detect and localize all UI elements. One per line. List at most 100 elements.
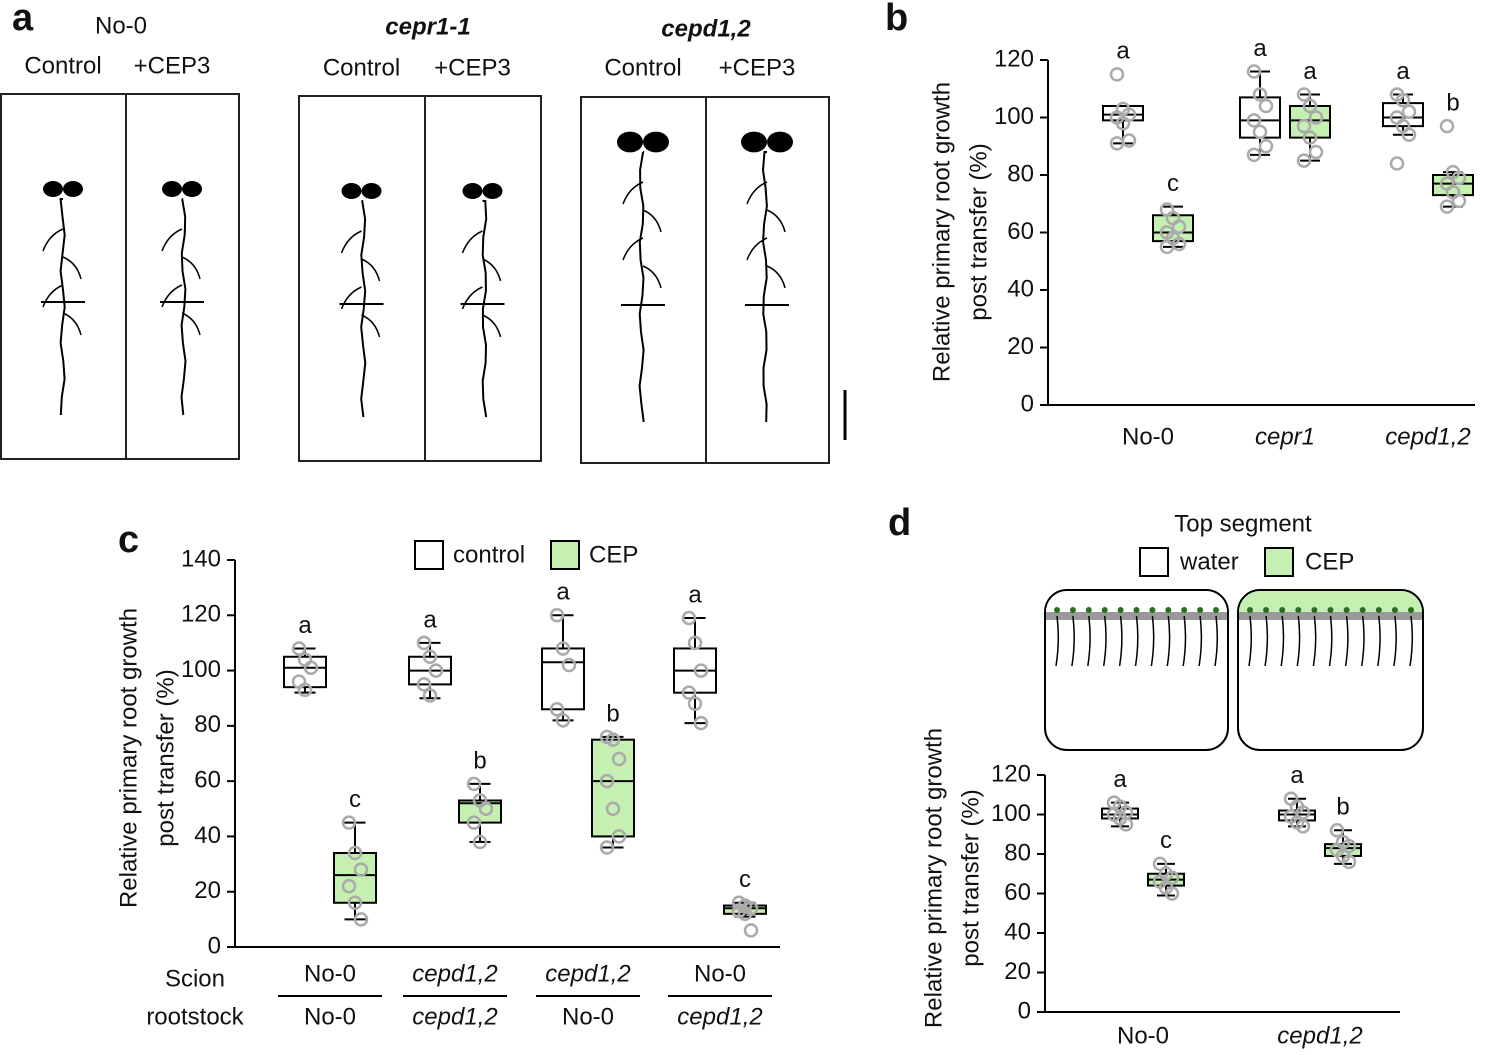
top-medium	[1239, 591, 1422, 612]
y-tick-label: 60	[194, 766, 221, 793]
y-tick-label: 20	[194, 877, 221, 904]
lateral-root	[746, 237, 768, 261]
lateral-root	[42, 228, 64, 252]
seedling-root	[1393, 615, 1397, 667]
lateral-root	[161, 284, 183, 308]
seedling-root	[1296, 615, 1301, 667]
lateral-root	[340, 286, 362, 310]
data-point	[466, 815, 482, 830]
category-label: No-0	[694, 960, 746, 987]
root	[638, 151, 645, 423]
plate	[1237, 589, 1424, 751]
legend-label: CEP	[589, 541, 638, 568]
seedling	[1054, 607, 1060, 613]
significance-letter: a	[1396, 58, 1410, 85]
y-tick-label: 120	[991, 760, 1031, 787]
data-point	[1329, 823, 1345, 838]
seedling-root	[1150, 615, 1155, 667]
seedling	[1133, 607, 1140, 613]
y-tick-label: 60	[1007, 218, 1034, 245]
lateral-root	[622, 181, 644, 205]
data-point	[422, 649, 438, 664]
seedling	[1295, 607, 1302, 613]
data-point	[1118, 817, 1134, 832]
leaf	[162, 181, 182, 197]
data-point	[549, 608, 565, 623]
leaf	[43, 181, 63, 197]
data-point	[1296, 153, 1312, 168]
data-point	[693, 663, 709, 678]
data-point	[1159, 239, 1175, 255]
data-point	[1308, 110, 1324, 125]
seedling	[1263, 607, 1270, 613]
significance-letter: a	[1290, 762, 1304, 789]
lateral-root	[461, 286, 483, 310]
seedling-root	[1344, 615, 1349, 667]
data-point	[1401, 104, 1417, 119]
data-point	[687, 635, 703, 651]
seedling-root	[1166, 615, 1171, 667]
significance-letter: c	[349, 786, 361, 813]
category-label: No-0	[562, 1003, 614, 1030]
condition-label: +CEP3	[134, 52, 211, 79]
seedling-root	[1312, 615, 1317, 667]
data-point	[466, 776, 482, 792]
lateral-root	[361, 258, 381, 282]
data-point	[599, 773, 615, 789]
seedling	[1165, 607, 1172, 613]
seedling-root	[1360, 615, 1365, 667]
data-point	[341, 815, 357, 830]
data-point	[1341, 854, 1357, 870]
y-tick-label: 60	[1004, 879, 1031, 906]
y-tick-label: 100	[181, 656, 221, 683]
lateral-root	[642, 265, 662, 289]
data-point	[1258, 98, 1274, 114]
significance-letter: b	[473, 747, 486, 774]
data-point	[599, 840, 615, 855]
data-point	[1302, 130, 1318, 145]
box	[333, 852, 377, 904]
leaf	[643, 131, 669, 153]
condition-label: Control	[24, 52, 101, 79]
seedling	[1069, 607, 1076, 613]
lateral-root	[482, 314, 502, 338]
genotype-label: No-0	[95, 12, 147, 39]
data-point	[1246, 147, 1262, 163]
seedling	[1101, 607, 1108, 613]
y-tick-label: 20	[1004, 958, 1031, 985]
y-tick-label: 40	[1004, 918, 1031, 945]
box	[541, 647, 585, 711]
lateral-root	[461, 230, 483, 254]
data-point	[1252, 87, 1268, 102]
data-point	[1246, 64, 1262, 79]
y-axis-title: Relative primary root growth	[928, 82, 955, 382]
data-point	[611, 829, 627, 844]
category-label: cepd1,2	[677, 1003, 762, 1030]
data-point	[681, 685, 697, 700]
significance-letter: a	[1303, 58, 1317, 85]
panel-label: d	[888, 502, 911, 544]
seedling-root	[1071, 615, 1075, 667]
lateral-root	[642, 209, 662, 233]
data-point	[681, 610, 697, 626]
leaf	[341, 183, 362, 199]
significance-letter: b	[1336, 794, 1349, 821]
seedling	[1359, 607, 1366, 613]
seedling-root	[1328, 615, 1333, 667]
legend-swatch	[1264, 547, 1294, 577]
lateral-root	[622, 237, 644, 261]
root	[761, 151, 768, 423]
data-point	[416, 635, 432, 651]
condition-label: Control	[323, 54, 400, 81]
data-point	[561, 657, 577, 673]
data-point	[1171, 219, 1187, 234]
y-tick-label: 140	[181, 545, 221, 572]
data-point	[1401, 127, 1417, 142]
data-point	[297, 682, 313, 698]
data-point	[303, 660, 319, 676]
significance-letter: c	[739, 866, 751, 893]
category-label: cepd1,2	[1277, 1022, 1362, 1049]
data-point	[1109, 67, 1125, 82]
plate-frame	[298, 95, 542, 462]
root	[481, 200, 488, 418]
